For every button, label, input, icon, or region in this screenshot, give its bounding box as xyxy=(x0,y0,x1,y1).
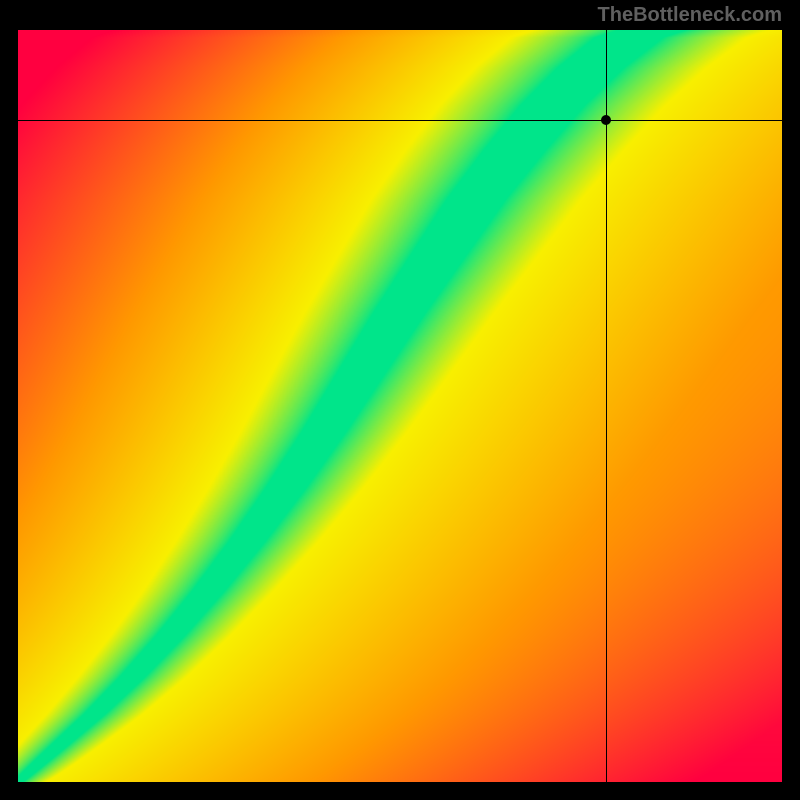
crosshair-point xyxy=(601,115,611,125)
heatmap-canvas xyxy=(18,30,782,782)
crosshair-vertical xyxy=(606,30,607,782)
attribution-text: TheBottleneck.com xyxy=(598,4,782,27)
crosshair-horizontal xyxy=(18,120,782,121)
heatmap-plot xyxy=(18,30,782,782)
